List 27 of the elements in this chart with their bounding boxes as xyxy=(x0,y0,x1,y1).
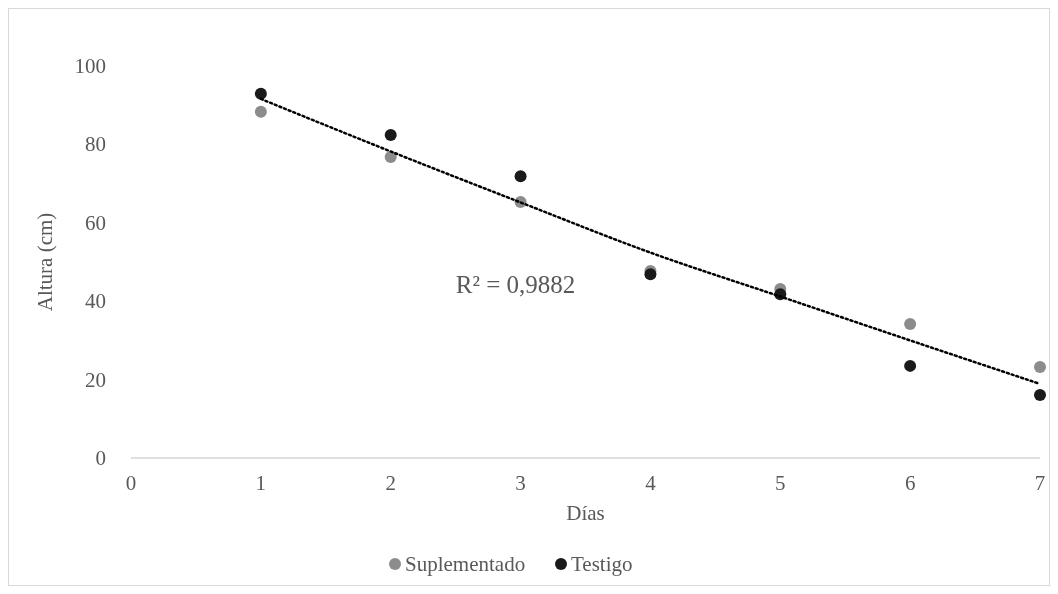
annotation: R² = 0,9882 xyxy=(455,271,576,299)
y-tick-label: 20 xyxy=(85,367,106,392)
y-tick-label: 0 xyxy=(95,446,106,470)
point xyxy=(384,128,397,141)
x-tick-label: 3 xyxy=(515,471,526,495)
x-tick-label: 6 xyxy=(904,471,916,495)
x-tick-label: 2 xyxy=(385,471,396,495)
x-tick-label: 0 xyxy=(125,471,137,495)
legend-label: Suplementado xyxy=(405,552,526,576)
point xyxy=(1034,361,1046,374)
point xyxy=(254,87,267,100)
y-tick-label: 40 xyxy=(85,289,106,314)
point xyxy=(254,105,267,118)
point xyxy=(904,317,917,330)
x-tick-label: 7 xyxy=(1034,471,1046,495)
y-tick-label: 80 xyxy=(85,132,106,157)
y-axis-title: Altura (cm) xyxy=(33,212,57,312)
x-axis-title: Días xyxy=(566,501,605,525)
y-tick-label: 60 xyxy=(85,210,106,235)
y-tick-label: 100 xyxy=(74,54,106,78)
x-tick-label: 4 xyxy=(645,471,657,495)
x-tick-label: 5 xyxy=(775,471,786,495)
legend-label: Testigo xyxy=(571,552,633,576)
point xyxy=(904,359,917,372)
x-tick-label: 1 xyxy=(255,471,267,495)
point xyxy=(514,170,527,183)
point xyxy=(1034,388,1046,401)
